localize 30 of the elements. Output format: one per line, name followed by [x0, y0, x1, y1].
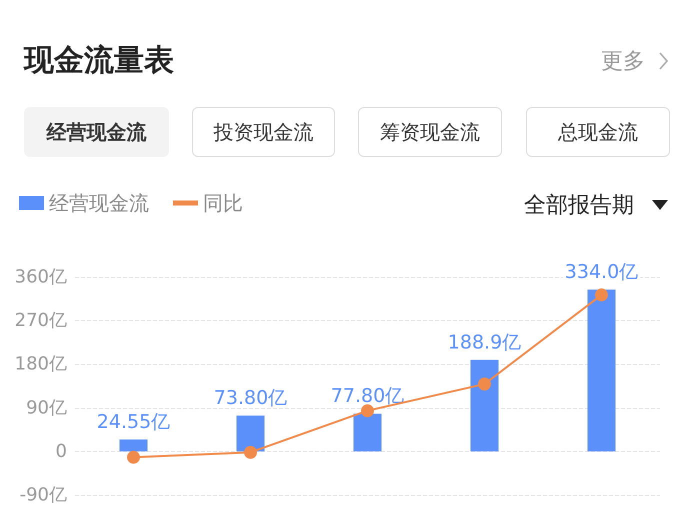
point — [127, 450, 140, 464]
point — [361, 404, 374, 418]
tab-button: 总现金流 — [526, 107, 670, 157]
bar — [120, 440, 148, 452]
y-tick-label: 360亿 — [14, 266, 67, 288]
y-tick-label: 180亿 — [14, 354, 67, 375]
y-tick-label: 90亿 — [26, 397, 67, 418]
bar — [354, 414, 382, 452]
data-label: 334.0亿 — [564, 261, 638, 284]
data-label: 73.80亿 — [214, 387, 288, 410]
bar — [236, 416, 264, 452]
y-tick-label: 0 — [56, 440, 67, 462]
data-label: 188.9亿 — [448, 331, 522, 354]
tab-button: 筹资现金流 — [358, 107, 502, 157]
bar — [588, 290, 616, 452]
legend-label: 经营现金流 — [49, 191, 149, 215]
text: 更多 — [601, 48, 645, 76]
legend-label: 同比 — [203, 191, 243, 215]
chart-title: 现金流量表 — [24, 42, 174, 80]
point — [478, 378, 491, 391]
point — [595, 288, 608, 302]
point — [244, 446, 257, 459]
data-label: 24.55亿 — [96, 411, 170, 434]
tab-button: 投资现金流 — [192, 107, 335, 157]
bar — [470, 360, 498, 452]
y-tick-label: -90亿 — [20, 484, 67, 506]
tab-button: 经营现金流 — [24, 107, 169, 157]
text: 全部报告期 — [524, 192, 634, 220]
y-tick-label: 270亿 — [14, 310, 67, 332]
data-label: 77.80亿 — [330, 385, 404, 408]
